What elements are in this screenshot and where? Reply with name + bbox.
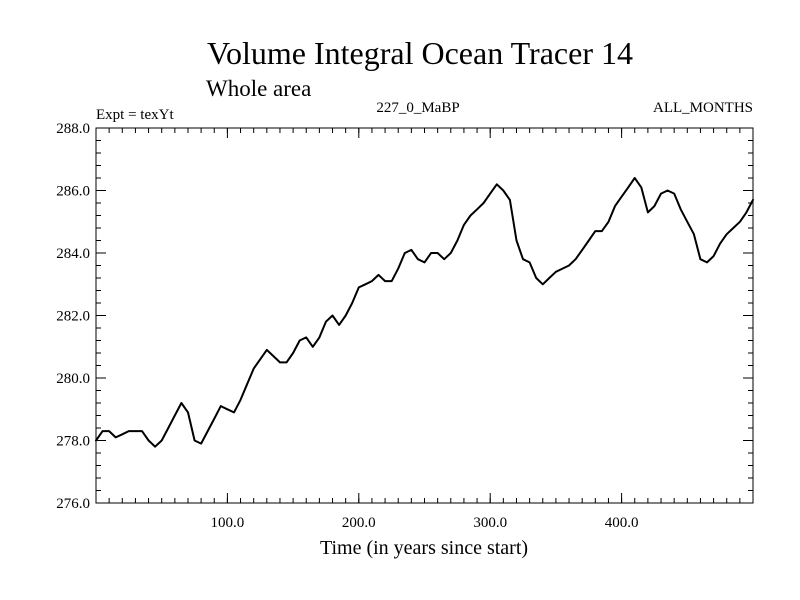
y-tick-label: 280.0 xyxy=(56,371,90,387)
period-label: 227_0_MaBP xyxy=(376,100,459,116)
chart-subtitle: Whole area xyxy=(206,76,311,101)
x-tick-label: 100.0 xyxy=(211,515,245,531)
experiment-label: Expt = texYt xyxy=(96,107,174,123)
y-tick-label: 286.0 xyxy=(56,184,90,200)
y-tick-label: 276.0 xyxy=(56,496,90,512)
y-tick-label: 284.0 xyxy=(56,246,90,262)
series-line-1 xyxy=(95,177,754,448)
x-tick-label: 400.0 xyxy=(605,515,639,531)
plot-frame xyxy=(95,127,754,504)
x-tick-label: 200.0 xyxy=(342,515,376,531)
tick-labels: 100.0 200.0 300.0 400.0 276.0 278.0 280.0 282.0… xyxy=(56,121,638,531)
x-axis-label: Time (in years since start) xyxy=(320,537,528,559)
y-tick-label: 278.0 xyxy=(56,434,90,450)
months-label: ALL_MONTHS xyxy=(653,100,753,116)
series-layer xyxy=(95,177,754,448)
axis-ticks xyxy=(96,127,753,504)
y-tick-label: 288.0 xyxy=(56,121,90,137)
y-tick-label: 282.0 xyxy=(56,309,90,325)
x-tick-label: 300.0 xyxy=(473,515,507,531)
chart-title: Volume Integral Ocean Tracer 14 xyxy=(207,35,633,71)
